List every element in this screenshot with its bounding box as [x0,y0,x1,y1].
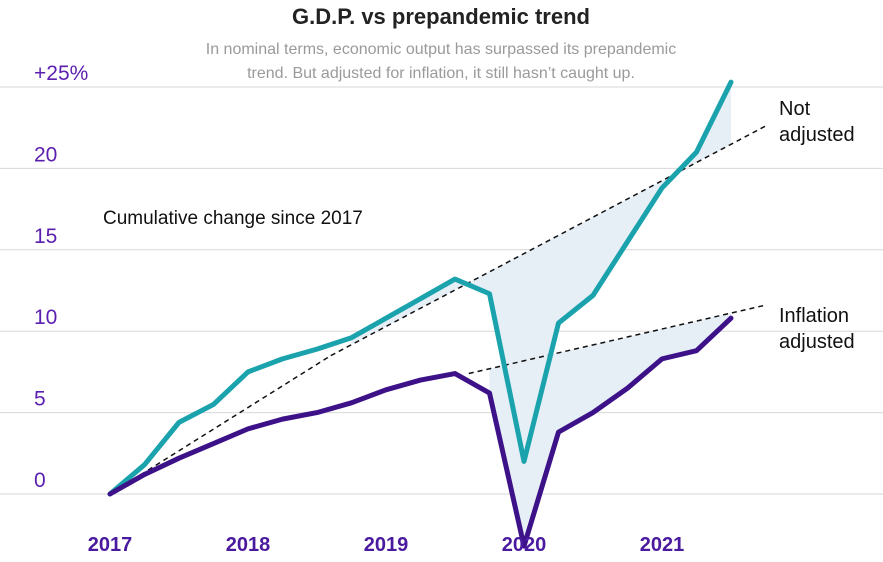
series-line-not-adjusted [107,79,734,497]
chart-subtitle-line-2: trend. But adjusted for inflation, it st… [247,65,635,82]
y-tick-label-10: 10 [34,306,57,329]
y-tick-label-25: +25% [34,62,88,85]
y-axis-ticks: +25% 20 15 10 5 0 [34,62,88,492]
y-tick-label-15: 15 [34,225,57,248]
gridlines [0,86,883,495]
not-adjusted-label-line-2: adjusted [779,124,855,146]
series-lines [107,79,734,549]
gap-fills [351,82,731,547]
y-tick-label-20: 20 [34,143,57,166]
gap-fill-inflation-adjusted [489,313,731,547]
x-tick-label-2021: 2021 [640,534,685,556]
trend-line-not-adjusted [330,125,766,357]
x-tick-label-2017: 2017 [88,534,133,556]
gap-fill-not-adjusted [351,82,731,462]
y-tick-label-0: 0 [34,469,46,492]
x-axis-ticks: 2017 2018 2019 2020 2021 [88,534,685,556]
not-adjusted-label-line-1: Not [779,98,811,120]
chart-title: G.D.P. vs prepandemic trend [292,4,590,29]
trend-line-inflation-adjusted [468,304,766,375]
y-tick-label-5: 5 [34,388,46,411]
chart-subtitle-line-1: In nominal terms, economic output has su… [206,41,676,58]
inflation-adjusted-label-line-2: adjusted [779,331,855,353]
trend-lines [109,125,766,495]
x-tick-label-2018: 2018 [226,534,271,556]
cumulative-change-annotation: Cumulative change since 2017 [103,208,363,229]
x-tick-label-2019: 2019 [364,534,409,556]
inflation-adjusted-label-line-1: Inflation [779,305,849,327]
x-tick-label-2020: 2020 [502,534,547,556]
trend-line-prepandemic-start [109,354,332,495]
